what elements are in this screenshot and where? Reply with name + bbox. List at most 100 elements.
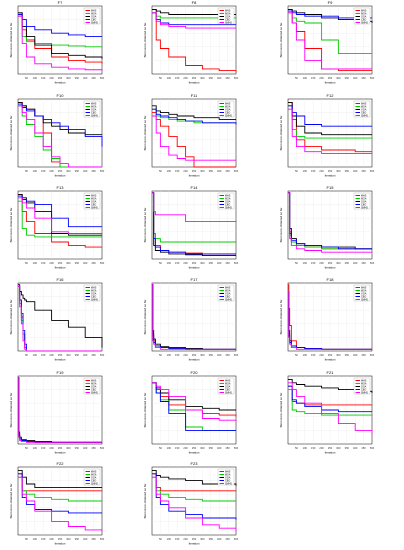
legend-label-goa: GOA xyxy=(91,201,97,204)
x-tick-label: 350 xyxy=(209,446,214,450)
legend-label-goa: GOA xyxy=(91,16,97,19)
legend-label-cbo: CBO xyxy=(91,112,96,115)
x-tick-label: 500 xyxy=(234,76,239,80)
x-tick-label: 250 xyxy=(192,261,197,265)
x-tick-label: 100 xyxy=(303,446,308,450)
x-tick-label: 100 xyxy=(167,169,172,173)
y-axis-label: Best score obtained so far xyxy=(9,23,13,58)
x-tick-label: 50 xyxy=(295,261,298,265)
series-line-smhs xyxy=(152,192,236,223)
legend-label-moa: MOA xyxy=(361,290,367,293)
series-line-goa xyxy=(152,382,236,411)
x-tick-label: 450 xyxy=(225,261,230,265)
legend-label-smhs: SMHS xyxy=(225,483,232,486)
chart-title: F12 xyxy=(327,93,335,98)
x-tick-label: 100 xyxy=(303,76,308,80)
legend-label-mhs: MHS xyxy=(91,380,97,383)
y-axis-label: Best score obtained so far xyxy=(279,23,283,58)
chart-panel-f13: F13 50 100 150 200 250 300 350 400 450 500 Iteratio… xyxy=(9,185,105,270)
chart-title: F21 xyxy=(327,370,335,375)
chart-panel-f15: F15 50 100 150 200 250 300 350 400 450 500 Iteratio… xyxy=(279,185,375,270)
legend-label-goa: GOA xyxy=(361,16,367,19)
x-axis-label: Iteration xyxy=(55,266,66,270)
legend-label-mhs: MHS xyxy=(361,287,367,290)
x-tick-label: 150 xyxy=(41,537,46,541)
chart-title: F11 xyxy=(191,93,198,98)
y-axis-label: Best score obtained so far xyxy=(143,23,147,58)
series-line-cbo xyxy=(18,14,102,38)
x-tick-label: 350 xyxy=(75,537,80,541)
x-tick-label: 150 xyxy=(41,353,46,357)
legend-label-mhs: MHS xyxy=(225,10,231,13)
x-tick-label: 150 xyxy=(175,446,180,450)
legend-label-mhs: MHS xyxy=(91,287,97,290)
x-tick-label: 450 xyxy=(225,537,230,541)
x-tick-label: 500 xyxy=(100,353,105,357)
x-tick-label: 200 xyxy=(319,169,324,173)
legend-label-mhs: MHS xyxy=(361,380,367,383)
x-tick-label: 500 xyxy=(370,353,375,357)
x-tick-label: 400 xyxy=(83,446,88,450)
x-tick-label: 50 xyxy=(159,353,162,357)
x-axis-label: Iteration xyxy=(55,542,66,546)
x-tick-label: 500 xyxy=(100,446,105,450)
legend-label-mhs: MHS xyxy=(91,471,97,474)
x-tick-label: 400 xyxy=(217,76,222,80)
x-tick-label: 300 xyxy=(336,353,341,357)
x-tick-label: 300 xyxy=(200,169,205,173)
y-axis-label: Best score obtained so far xyxy=(279,300,283,335)
x-tick-label: 150 xyxy=(311,261,316,265)
x-axis-label: Iteration xyxy=(325,81,336,85)
x-tick-label: 400 xyxy=(83,353,88,357)
x-tick-label: 50 xyxy=(295,353,298,357)
x-axis-label: Iteration xyxy=(55,451,66,455)
x-tick-label: 150 xyxy=(41,76,46,80)
x-tick-label: 100 xyxy=(167,353,172,357)
series-line-mhs xyxy=(18,193,102,248)
x-tick-label: 150 xyxy=(175,76,180,80)
x-tick-label: 200 xyxy=(319,353,324,357)
x-tick-label: 450 xyxy=(225,76,230,80)
series-line-smhs xyxy=(288,108,372,154)
x-tick-label: 250 xyxy=(58,169,63,173)
legend-label-moa: MOA xyxy=(225,474,231,477)
legend-label-cbo: CBO xyxy=(91,296,96,299)
series-line-smhs xyxy=(18,377,102,443)
x-tick-label: 350 xyxy=(209,76,214,80)
legend-label-mhs: MHS xyxy=(91,195,97,198)
legend-label-smhs: SMHS xyxy=(361,207,368,210)
x-tick-label: 300 xyxy=(66,446,71,450)
series-line-mhs xyxy=(152,8,237,73)
legend-label-goa: GOA xyxy=(361,293,367,296)
x-tick-label: 350 xyxy=(209,353,214,357)
x-tick-label: 450 xyxy=(361,261,366,265)
x-tick-label: 150 xyxy=(311,76,316,80)
x-tick-label: 350 xyxy=(75,353,80,357)
chart-title: F17 xyxy=(191,277,199,282)
x-tick-label: 500 xyxy=(234,537,239,541)
x-axis-label: Iteration xyxy=(189,81,200,85)
x-tick-label: 300 xyxy=(66,353,71,357)
x-tick-label: 100 xyxy=(167,537,172,541)
legend-label-moa: MOA xyxy=(91,198,97,201)
x-tick-label: 100 xyxy=(33,446,38,450)
legend-label-mhs: MHS xyxy=(225,195,231,198)
x-tick-label: 150 xyxy=(175,537,180,541)
y-axis-label: Best score obtained so far xyxy=(143,208,147,243)
legend-label-mhs: MHS xyxy=(225,380,231,383)
x-axis-label: Iteration xyxy=(325,451,336,455)
x-tick-label: 400 xyxy=(83,261,88,265)
legend-label-smhs: SMHS xyxy=(225,299,232,302)
legend-label-moa: MOA xyxy=(225,198,231,201)
x-tick-label: 150 xyxy=(175,353,180,357)
x-tick-label: 400 xyxy=(83,76,88,80)
legend-label-cbo: CBO xyxy=(91,389,96,392)
x-tick-label: 250 xyxy=(58,261,63,265)
x-tick-label: 500 xyxy=(100,169,105,173)
x-tick-label: 400 xyxy=(353,446,358,450)
x-tick-label: 200 xyxy=(319,76,324,80)
legend-label-cbo: CBO xyxy=(361,19,366,22)
x-tick-label: 50 xyxy=(295,446,298,450)
x-tick-label: 100 xyxy=(33,353,38,357)
x-tick-label: 200 xyxy=(49,261,54,265)
